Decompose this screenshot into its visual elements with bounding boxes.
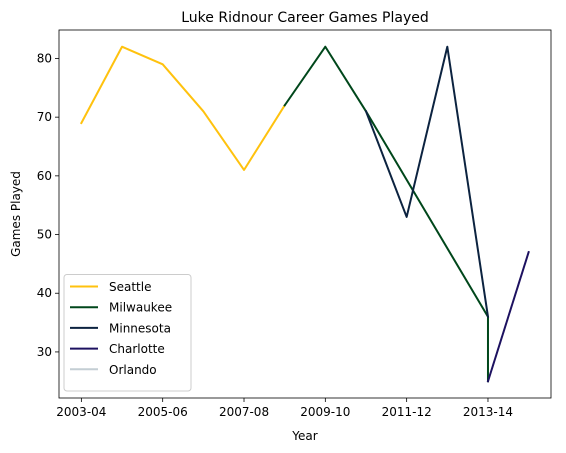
legend-label-milwaukee: Milwaukee — [109, 301, 172, 315]
plot-lines — [80, 45, 530, 383]
x-tick-label: 2011-12 — [382, 405, 432, 419]
series-line-milwaukee — [283, 45, 489, 383]
legend-label-charlotte: Charlotte — [109, 342, 165, 356]
legend: Seattle Milwaukee Minnesota Charlotte Orland… — [63, 274, 192, 392]
y-tick-label: 70 — [37, 110, 52, 124]
x-tick-label: 2009-10 — [300, 405, 350, 419]
x-tick-label: 2005-06 — [138, 405, 188, 419]
y-tick-label: 40 — [37, 286, 52, 300]
legend-box — [63, 274, 192, 392]
x-tick-label: 2007-08 — [219, 405, 269, 419]
y-tick-label: 50 — [37, 228, 52, 242]
legend-label-orlando: Orlando — [109, 363, 157, 377]
plot-frame — [58, 29, 552, 399]
series-line-seattle — [80, 45, 287, 171]
legend-label-minnesota: Minnesota — [109, 321, 171, 335]
legend-label-seattle: Seattle — [109, 280, 151, 294]
series-line-minnesota — [364, 45, 490, 318]
series-line-charlotte — [486, 250, 530, 383]
x-axis-title: Year — [291, 429, 317, 443]
y-tick-label: 30 — [37, 345, 52, 359]
x-tick-label: 2013-14 — [463, 405, 513, 419]
y-tick-label: 60 — [37, 169, 52, 183]
y-axis: 30 40 50 60 70 80 — [37, 51, 59, 359]
y-tick-label: 80 — [37, 51, 52, 65]
x-axis: 2003-04 2005-06 2007-08 2009-10 2011-12 2013-… — [56, 398, 513, 419]
chart-title: Luke Ridnour Career Games Played — [181, 10, 428, 26]
x-tick-label: 2003-04 — [56, 405, 106, 419]
y-axis-title: Games Played — [9, 171, 23, 257]
